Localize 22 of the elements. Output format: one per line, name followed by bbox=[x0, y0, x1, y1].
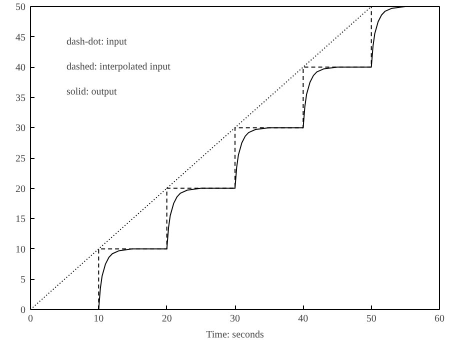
x-tick-label: 0 bbox=[28, 314, 33, 324]
annotation: dashed: interpolated input bbox=[66, 62, 171, 72]
x-tick-label: 30 bbox=[230, 314, 240, 324]
y-tick-label: 35 bbox=[16, 92, 26, 104]
y-tick-label: 25 bbox=[16, 154, 26, 164]
annotation: solid: output bbox=[66, 86, 118, 98]
y-tick-label: 10 bbox=[16, 244, 26, 256]
y-tick-label: 5 bbox=[20, 274, 26, 286]
x-tick-label: 20 bbox=[162, 314, 172, 324]
x-tick-label: 40 bbox=[298, 314, 308, 324]
annotation: dash-dot: input bbox=[66, 36, 127, 48]
x-tick-label: 50 bbox=[366, 314, 376, 324]
y-tick-label: 40 bbox=[16, 62, 26, 74]
x-axis-title: Time: seconds bbox=[206, 330, 264, 340]
y-tick-label: 50 bbox=[16, 2, 26, 13]
y-tick-label: 15 bbox=[16, 214, 26, 226]
y-tick-label: 20 bbox=[16, 184, 26, 195]
y-tick-label: 45 bbox=[16, 32, 26, 44]
y-tick-label: 30 bbox=[16, 123, 26, 134]
x-tick-label: 60 bbox=[434, 314, 444, 324]
x-tick-label: 10 bbox=[94, 314, 104, 324]
y-tick-label: 0 bbox=[20, 305, 26, 316]
